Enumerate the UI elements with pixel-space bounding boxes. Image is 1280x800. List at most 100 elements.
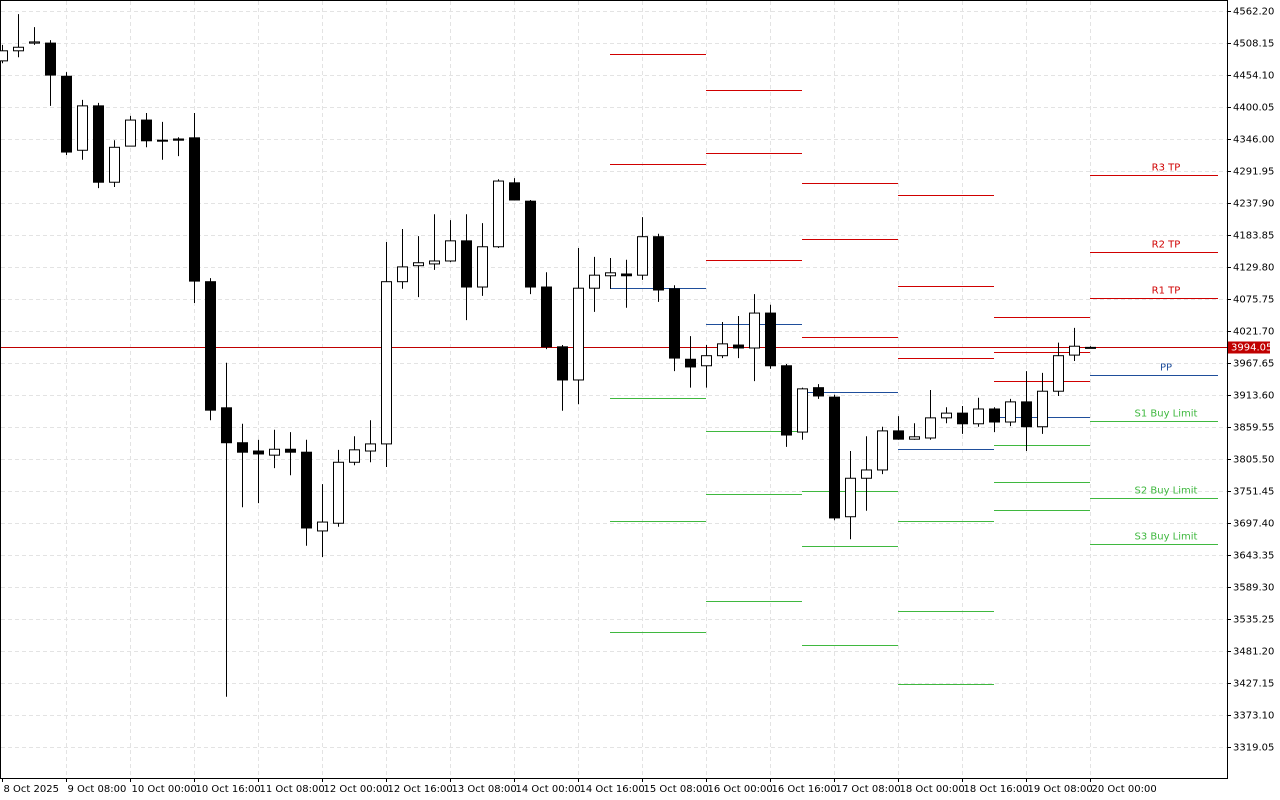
candle-body [413, 262, 424, 267]
candle-body [1053, 355, 1064, 392]
candle-body [749, 312, 760, 349]
candle-body [1085, 346, 1096, 349]
candle-body [733, 344, 744, 349]
candle-body [701, 355, 712, 367]
y-tick-label: 4346.00 [1233, 135, 1274, 146]
y-tick-label: 4183.85 [1233, 231, 1274, 242]
candle-body [109, 146, 120, 183]
candle-body [285, 448, 296, 453]
candle-body [1021, 401, 1032, 428]
x-tick-label: 11 Oct 08:00 [260, 784, 325, 795]
candle-body [669, 288, 680, 359]
y-tick-label: 3967.65 [1233, 359, 1274, 370]
candle-body [461, 240, 472, 288]
candle-body [957, 412, 968, 425]
level-label: R3 TP [1152, 163, 1181, 174]
x-tick-label: 14 Oct 16:00 [580, 784, 645, 795]
x-tick-label: 20 Oct 00:00 [1092, 784, 1157, 795]
candle-body [973, 408, 984, 425]
y-tick-label: 3427.15 [1233, 679, 1274, 690]
candle-body [493, 180, 504, 248]
candle-body [397, 266, 408, 283]
candle-body [269, 448, 280, 456]
y-tick-label: 3913.60 [1233, 391, 1274, 402]
candle-body [941, 412, 952, 419]
candle-body [1037, 390, 1048, 428]
candle-body [93, 105, 104, 183]
y-tick-label: 4021.70 [1233, 327, 1274, 338]
x-tick-label: 16 Oct 00:00 [708, 784, 773, 795]
candle-body [221, 407, 232, 444]
y-tick-label: 3373.10 [1233, 711, 1274, 722]
level-label: PP [1160, 363, 1172, 374]
candle-body [77, 105, 88, 151]
level-label: R2 TP [1152, 240, 1181, 251]
y-tick-label: 3859.55 [1233, 423, 1274, 434]
candle-body [141, 119, 152, 142]
candle-body [765, 312, 776, 367]
x-tick-label: 19 Oct 08:00 [1028, 784, 1093, 795]
y-tick-label: 4454.10 [1233, 71, 1274, 82]
level-label: R1 TP [1152, 286, 1181, 297]
candle-body [205, 281, 216, 411]
current-price-box [1228, 341, 1270, 354]
candle-body [189, 137, 200, 282]
y-tick-label: 4508.15 [1233, 39, 1274, 50]
candle-body [797, 388, 808, 433]
candle-body [125, 119, 136, 147]
x-tick-label: 12 Oct 16:00 [388, 784, 453, 795]
candle-body [829, 396, 840, 519]
candle-body [845, 477, 856, 518]
candle-body [717, 343, 728, 357]
candle-body [429, 260, 440, 265]
x-tick-label: 12 Oct 00:00 [324, 784, 389, 795]
level-label: S2 Buy Limit [1135, 486, 1198, 497]
y-tick-label: 3535.25 [1233, 615, 1274, 626]
candle-body [637, 236, 648, 276]
candle-body [45, 42, 56, 76]
candle-body [557, 346, 568, 381]
candle-body [1069, 345, 1080, 356]
candle-body [13, 46, 24, 52]
candle-body [509, 182, 520, 201]
candle-body [349, 449, 360, 463]
x-tick-label: 18 Oct 16:00 [964, 784, 1029, 795]
y-tick-label: 3643.35 [1233, 551, 1274, 562]
x-tick-label: 18 Oct 00:00 [900, 784, 965, 795]
candle-body [445, 240, 456, 262]
candle-body [253, 450, 264, 455]
x-tick-label: 14 Oct 00:00 [516, 784, 581, 795]
y-tick-label: 3751.45 [1233, 487, 1274, 498]
candle-body [381, 281, 392, 445]
candle-body [333, 461, 344, 524]
y-tick-label: 3805.50 [1233, 455, 1274, 466]
y-tick-label: 4291.95 [1233, 167, 1274, 178]
y-tick-label: 4400.05 [1233, 103, 1274, 114]
candle-body [861, 469, 872, 479]
plot-frame [0, 0, 1228, 779]
candle-body [589, 274, 600, 289]
candle-body [877, 430, 888, 471]
x-tick-label: 17 Oct 08:00 [836, 784, 901, 795]
level-label: S3 Buy Limit [1135, 532, 1198, 543]
x-tick-label: 16 Oct 16:00 [772, 784, 837, 795]
candle-body [0, 50, 8, 62]
x-tick-label: 13 Oct 08:00 [452, 784, 517, 795]
candle-body [685, 358, 696, 368]
y-tick-label: 4237.90 [1233, 199, 1274, 210]
y-tick-label: 3697.40 [1233, 519, 1274, 530]
candle-body [29, 41, 40, 44]
y-tick-label: 3481.20 [1233, 647, 1274, 658]
y-tick-label: 4562.20 [1233, 7, 1274, 18]
candle-body [157, 139, 168, 142]
candle-body [909, 436, 920, 440]
candle-body [1005, 401, 1016, 423]
x-tick-label: 10 Oct 16:00 [196, 784, 261, 795]
candle-body [301, 451, 312, 529]
x-tick-label: 10 Oct 00:00 [132, 784, 197, 795]
x-tick-label: 15 Oct 08:00 [644, 784, 709, 795]
candle-body [893, 430, 904, 440]
candle-body [653, 236, 664, 291]
x-tick-label: 9 Oct 08:00 [68, 784, 127, 795]
